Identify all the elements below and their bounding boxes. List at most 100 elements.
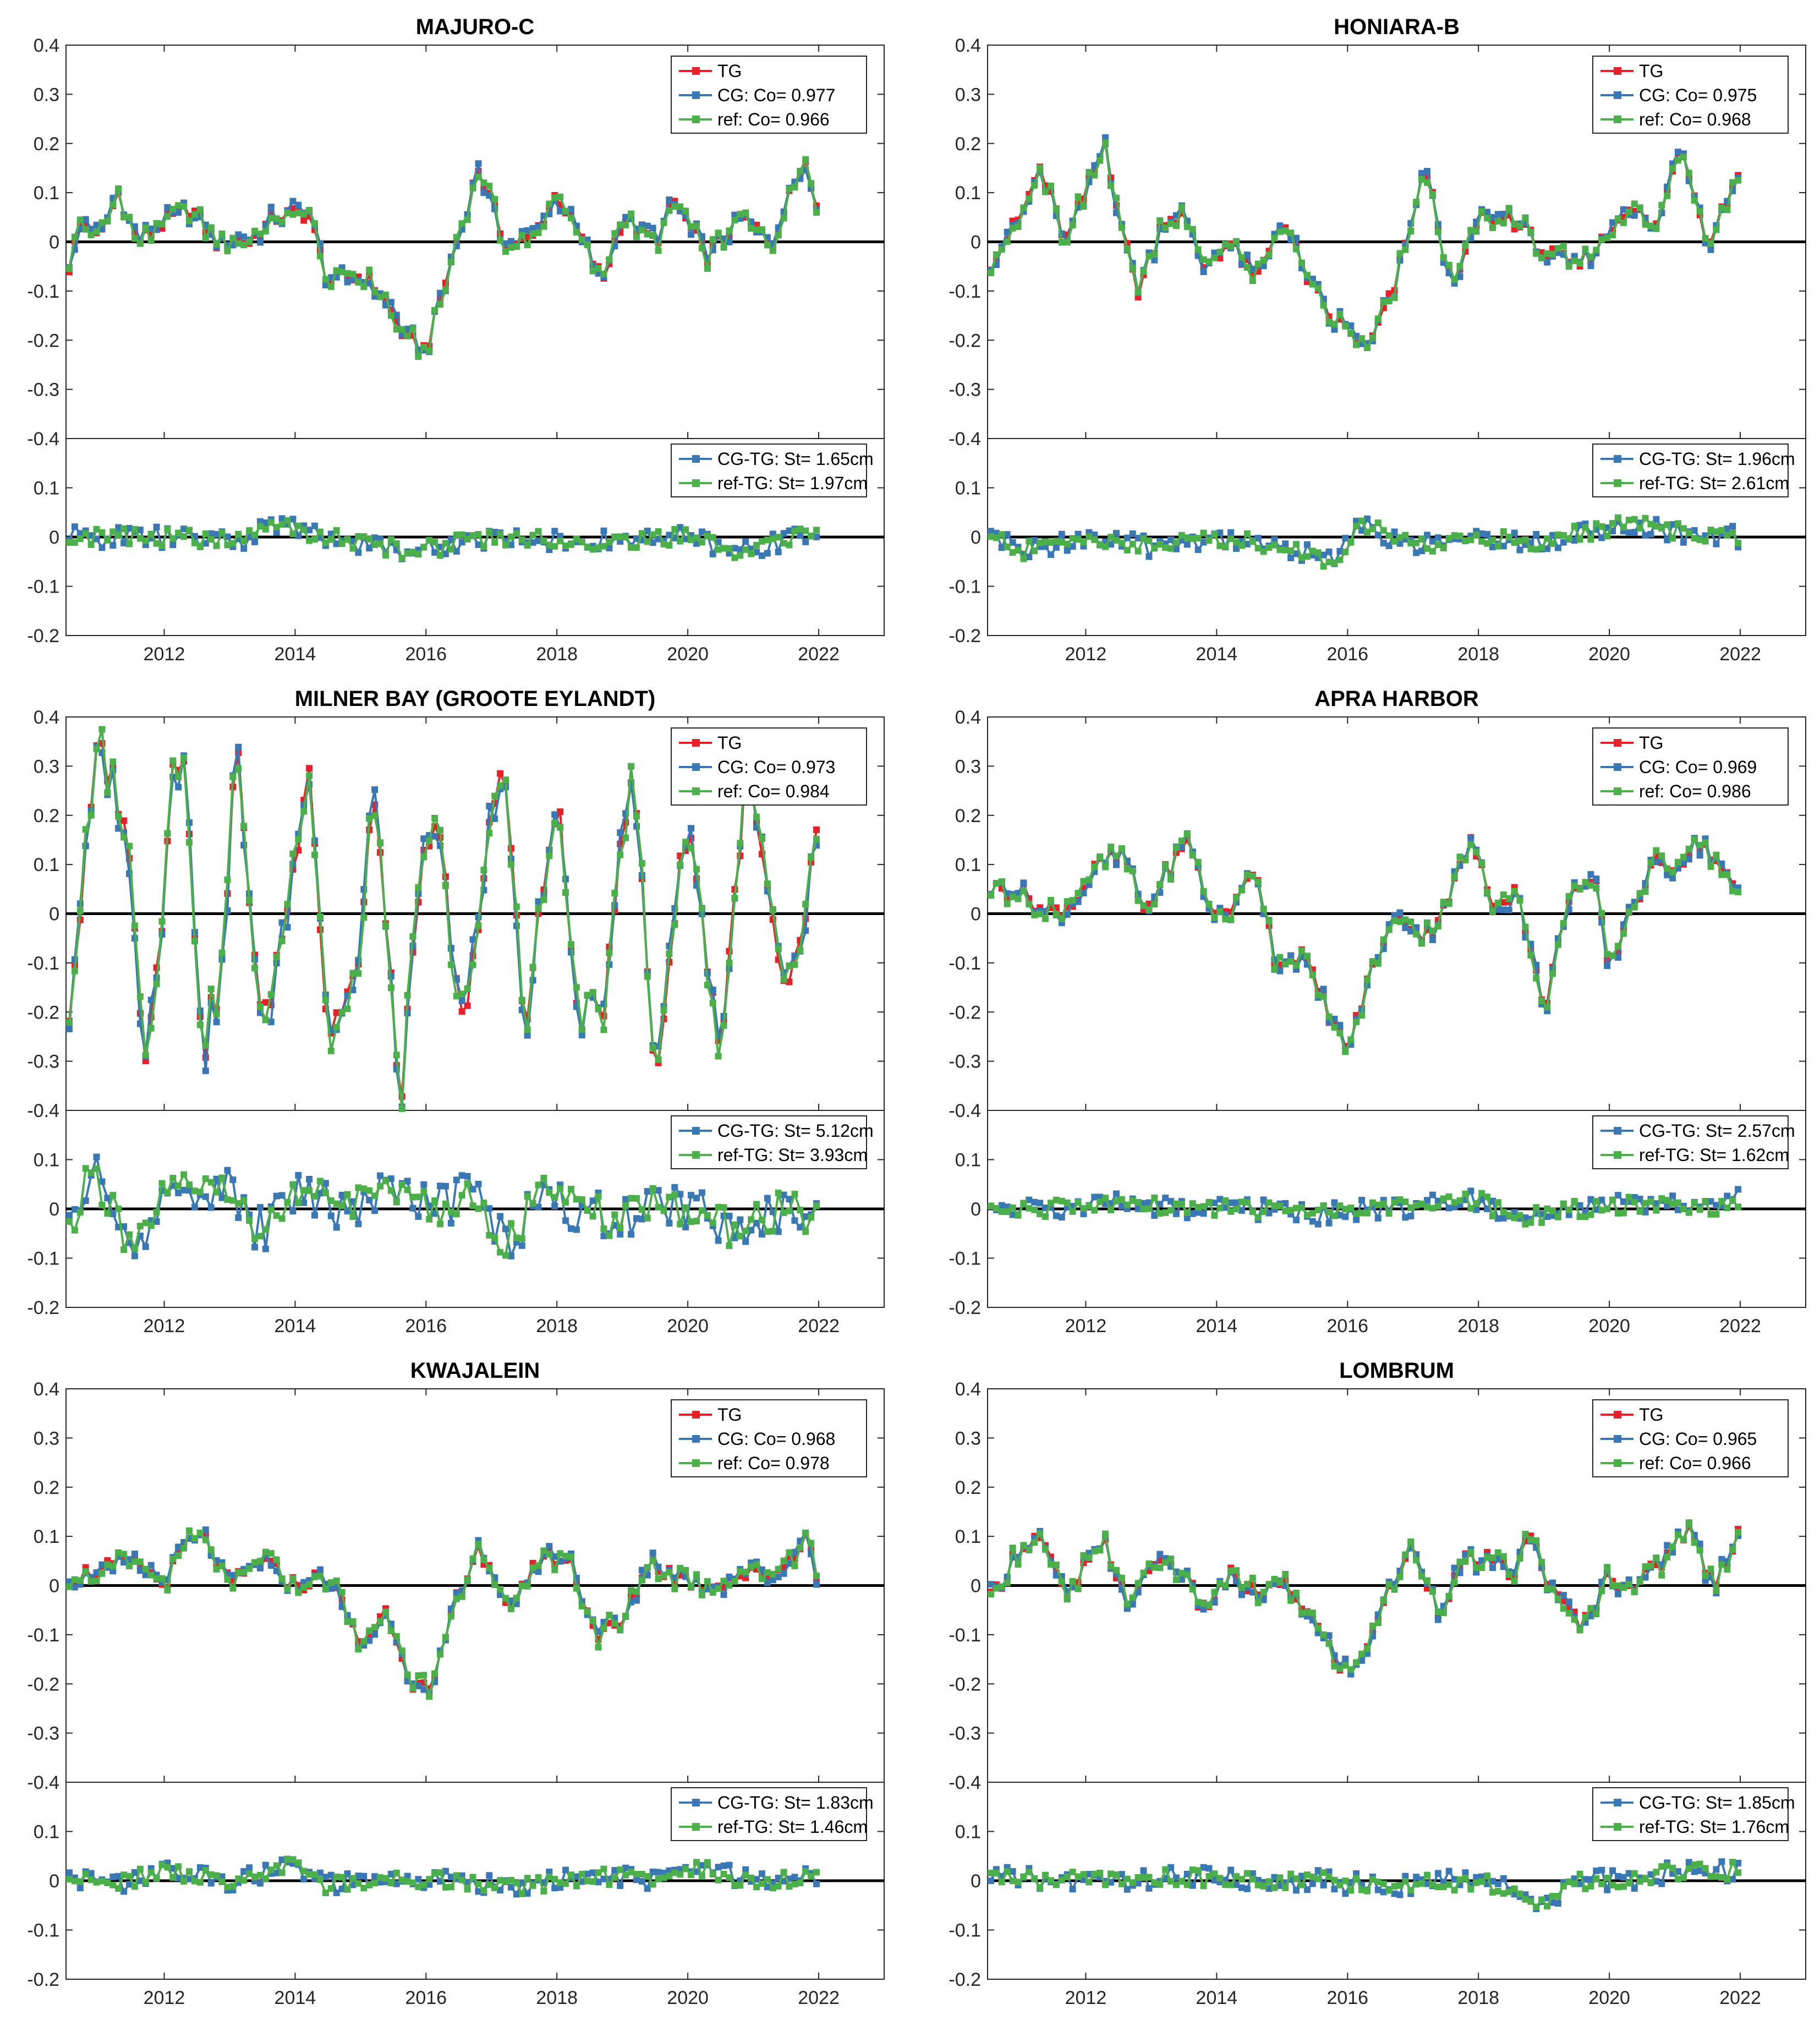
ref-series-marker xyxy=(1549,1586,1556,1593)
cg-tg-series-marker xyxy=(791,1874,798,1881)
ref-tg-series-marker xyxy=(409,549,416,556)
cg-series-marker xyxy=(316,1566,324,1573)
cg-tg-series-marker xyxy=(180,525,188,533)
ref-series-marker xyxy=(1451,276,1458,283)
cg-tg-series-marker xyxy=(524,1890,531,1897)
y-tick-label: 0.2 xyxy=(955,806,981,826)
cg-series-marker xyxy=(1086,881,1093,888)
cg-tg-series-marker xyxy=(442,550,449,557)
cg-tg-series-marker xyxy=(655,1187,662,1194)
ref-tg-series-marker xyxy=(1222,543,1229,550)
ref-series-marker xyxy=(1396,918,1404,925)
cg-tg-series-marker xyxy=(742,1866,749,1873)
ref-series-marker xyxy=(1604,951,1611,958)
ref-series-marker xyxy=(355,970,362,977)
ref-tg-series-marker xyxy=(1298,1881,1306,1888)
cg-tg-series-marker xyxy=(1183,1214,1191,1222)
ref-series-marker xyxy=(1058,915,1065,922)
ref-tg-series-marker xyxy=(1069,535,1076,542)
ref-tg-series-marker xyxy=(1238,1198,1245,1206)
ref-tg-series-marker xyxy=(753,1201,760,1208)
ref-series-marker xyxy=(218,949,226,956)
ref-tg-series-marker xyxy=(987,1202,994,1209)
ref-series-marker xyxy=(447,961,454,968)
ref-tg-series-marker xyxy=(1434,541,1441,548)
ref-tg-series-marker xyxy=(1042,538,1049,545)
ref-series-marker xyxy=(1516,1555,1523,1562)
cg-tg-series-marker xyxy=(1189,1210,1196,1217)
ref-tg-series-marker xyxy=(387,536,394,543)
ref-tg-series-marker xyxy=(1249,1208,1256,1215)
ref-tg-series xyxy=(65,517,820,562)
y-tick-label: 0.3 xyxy=(34,756,59,777)
ref-series-marker xyxy=(644,231,651,238)
ref-series-marker xyxy=(1511,220,1518,227)
cg-series-marker xyxy=(1260,1596,1267,1603)
ref-series-marker xyxy=(1097,853,1104,861)
tg-series-marker xyxy=(786,978,793,985)
ref-series-marker xyxy=(295,209,302,216)
cg-tg-series-marker xyxy=(175,1875,182,1882)
ref-tg-series-marker xyxy=(1554,1213,1561,1220)
ref-tg-series-marker xyxy=(1413,539,1420,546)
ref-tg-series-marker xyxy=(1216,1204,1224,1212)
ref-series-marker xyxy=(1527,1536,1534,1543)
ref-tg-series-marker xyxy=(131,1883,138,1890)
cg-series-marker xyxy=(1091,162,1098,169)
cg-series-marker xyxy=(1123,857,1131,864)
ref-series-marker xyxy=(769,907,776,914)
ref-series-marker xyxy=(180,202,188,210)
cg-tg-series-marker xyxy=(1320,551,1327,558)
ref-series-marker xyxy=(589,989,596,996)
ref-tg-series-marker xyxy=(748,550,755,557)
ref-tg-series-marker xyxy=(638,530,645,537)
cg-tg-series-marker xyxy=(1560,539,1567,546)
cg-tg-series-marker xyxy=(1587,1196,1594,1203)
ref-series-marker xyxy=(720,244,727,251)
ref-series-marker xyxy=(1631,1589,1638,1596)
cg-series-marker xyxy=(1451,1564,1458,1571)
ref-tg-series-marker xyxy=(698,1872,705,1879)
legend-marker xyxy=(1614,1411,1621,1419)
ref-series-marker xyxy=(758,835,765,842)
ref-series-marker xyxy=(1505,895,1512,902)
ref-tg-series-marker xyxy=(1227,1208,1235,1215)
legend-marker xyxy=(1614,479,1621,487)
legend-box xyxy=(1592,443,1789,497)
ref-series-marker xyxy=(366,266,373,273)
ref-tg-series-marker xyxy=(142,537,149,544)
ref-tg-series-marker xyxy=(316,1876,324,1883)
cg-tg-series-marker xyxy=(1320,1882,1327,1889)
ref-tg-series-marker xyxy=(1533,1204,1540,1211)
ref-tg-series-marker xyxy=(344,1191,351,1198)
ref-series-marker xyxy=(377,293,384,300)
ref-tg-series-marker xyxy=(1380,1880,1387,1887)
cg-tg-series-marker xyxy=(109,542,117,549)
ref-series-marker xyxy=(1407,228,1415,235)
ref-series-marker xyxy=(1194,858,1202,866)
ref-tg-series-marker xyxy=(246,527,253,534)
cg-tg-series-marker xyxy=(1080,1211,1087,1218)
ref-series-marker xyxy=(1026,195,1033,202)
ref-tg-series-marker xyxy=(780,1209,787,1216)
ref-tg-series-marker xyxy=(1331,560,1338,567)
cg-tg-series-marker xyxy=(600,1233,607,1240)
ref-tg-series-marker xyxy=(1571,1880,1578,1887)
ref-tg-series-marker xyxy=(998,1879,1005,1886)
cg-tg-series-marker xyxy=(802,1213,809,1220)
cg-tg-series-marker xyxy=(1402,1214,1409,1221)
ref-tg-series-marker xyxy=(1004,1208,1011,1215)
ref-series-marker xyxy=(688,845,695,852)
ref-tg-series-marker xyxy=(1538,1219,1545,1226)
cg-tg-series-marker xyxy=(196,1864,204,1871)
ref-series-marker xyxy=(1118,1574,1125,1581)
ref-series-marker xyxy=(404,1671,411,1678)
cg-tg-series-marker xyxy=(1358,1197,1366,1204)
ref-series-marker xyxy=(660,1006,667,1014)
ref-series-marker xyxy=(1151,251,1158,258)
ref-series-marker xyxy=(753,1561,760,1568)
cg-tg-series-marker xyxy=(1669,1192,1676,1200)
ref-tg-series-marker xyxy=(628,544,635,551)
cg-series-marker xyxy=(202,1067,209,1075)
